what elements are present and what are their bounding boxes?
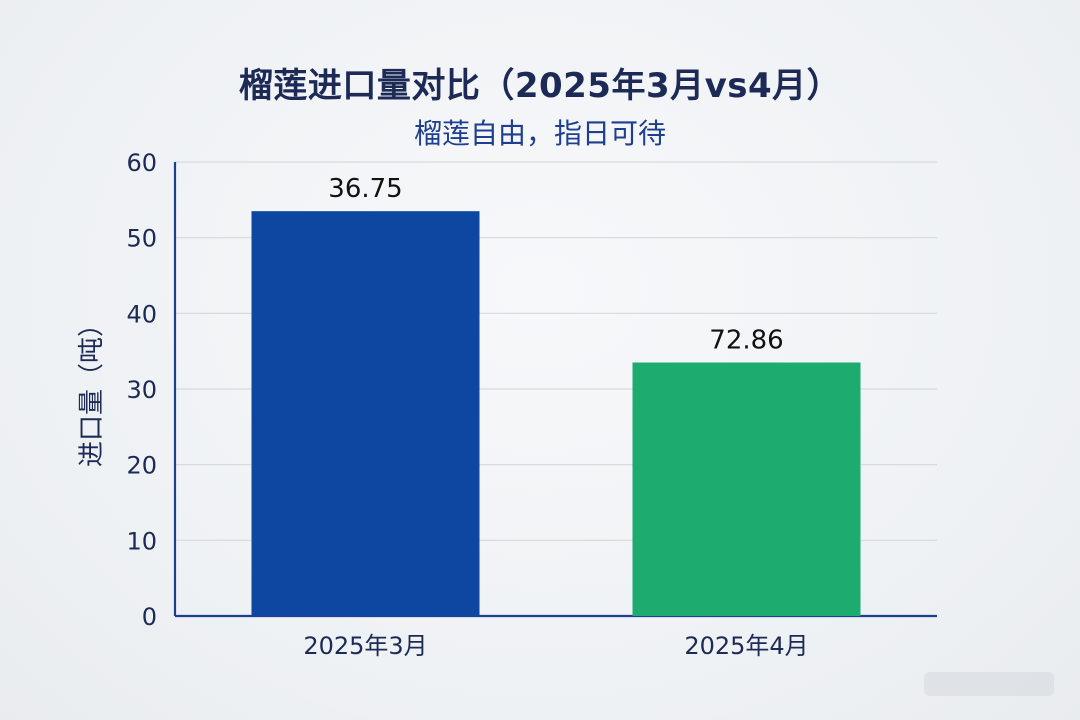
- y-tick-label: 10: [126, 527, 157, 555]
- y-tick-label: 20: [126, 452, 157, 480]
- chart-title: 榴莲进口量对比（2025年3月vs4月）: [238, 66, 842, 106]
- bar-data-label: 36.75: [328, 174, 402, 204]
- y-tick-label: 60: [126, 149, 157, 177]
- chart-subtitle: 榴莲自由，指日可待: [413, 117, 666, 150]
- x-category-label: 2025年3月: [303, 632, 427, 660]
- y-tick-label: 40: [126, 300, 157, 328]
- watermark: [924, 672, 1054, 696]
- bar: [251, 211, 480, 616]
- bar-data-label: 72.86: [709, 326, 783, 356]
- y-tick-label: 50: [126, 225, 157, 253]
- bar: [632, 362, 861, 616]
- y-tick-label: 30: [126, 376, 157, 404]
- y-tick-label: 0: [142, 603, 157, 631]
- x-category-label: 2025年4月: [684, 632, 808, 660]
- y-axis-label: 进口量（吨）: [77, 311, 107, 467]
